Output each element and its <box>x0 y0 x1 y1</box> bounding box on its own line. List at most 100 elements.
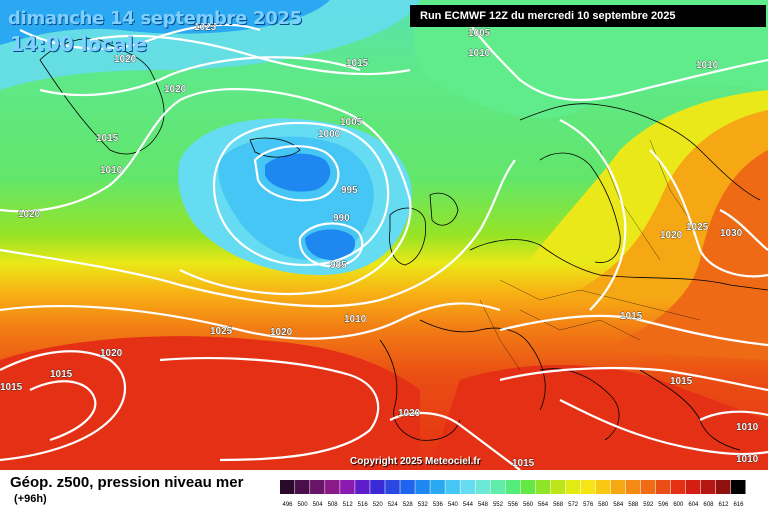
scale-swatch <box>655 480 671 494</box>
isobar-label: 1005 <box>468 28 491 39</box>
scale-swatch <box>715 480 731 494</box>
isobar-label: 1015 <box>670 376 693 387</box>
scale-tick-label: 596 <box>658 502 669 508</box>
scale-tick-label: 600 <box>673 502 684 508</box>
scale-tick-label: 520 <box>373 502 384 508</box>
scale-tick-label: 528 <box>403 502 414 508</box>
scale-swatch <box>415 480 430 494</box>
low-pressure-core-1 <box>265 153 331 192</box>
isobar-label: 1025 <box>210 326 233 337</box>
isobar-label: 1030 <box>720 228 743 239</box>
scale-tick-label: 548 <box>478 502 489 508</box>
scale-tick-label: 540 <box>448 502 459 508</box>
scale-swatch <box>295 480 310 494</box>
scale-tick-label: 524 <box>388 502 399 508</box>
scale-tick-label: 532 <box>418 502 429 508</box>
isobar-label: 1020 <box>114 54 137 65</box>
east-darkorange-field <box>600 150 768 360</box>
scale-tick-label: 608 <box>703 502 714 508</box>
isobar-label: 1010 <box>100 165 123 176</box>
scale-swatch <box>610 480 626 494</box>
isobar-label: 1015 <box>346 58 369 69</box>
isobar-label: 1010 <box>696 60 719 71</box>
scale-swatch <box>535 480 551 494</box>
scale-swatch <box>310 480 325 494</box>
scale-tick-label: 500 <box>298 502 309 508</box>
isobar-label: 1010 <box>468 48 491 59</box>
scale-swatch <box>625 480 641 494</box>
scale-swatch <box>445 480 460 494</box>
weather-map: 1020 1015 1025 1005 1010 1010 1020 1015 … <box>0 0 768 470</box>
color-scale: 496 500 504 508 512 516 520 524 528 532 536 540 544 5… <box>280 480 746 508</box>
scale-tick-label: 580 <box>598 502 609 508</box>
isobar-label: 1010 <box>736 422 759 433</box>
scale-swatch <box>685 480 701 494</box>
isobar-label: 995 <box>341 185 358 196</box>
isobar-label: 1015 <box>512 458 535 469</box>
isobar-labels: 1020 1015 1025 1005 1010 1010 1020 1015 … <box>0 22 759 470</box>
model-run-label: Run ECMWF 12Z du mercredi 10 septembre 2… <box>410 5 766 27</box>
isobar-label: 1020 <box>660 230 683 241</box>
isobar-label: 1015 <box>96 133 119 144</box>
scale-tick-label: 612 <box>718 502 729 508</box>
scale-swatch <box>385 480 400 494</box>
scale-swatch <box>490 480 505 494</box>
scale-swatch <box>475 480 490 494</box>
scale-swatch <box>640 480 656 494</box>
scale-tick-label: 556 <box>508 502 519 508</box>
isobar-label: 1020 <box>100 348 123 359</box>
isobar-label: 990 <box>333 213 350 224</box>
scale-tick-label: 512 <box>343 502 354 508</box>
isobar-label: 1010 <box>736 454 759 465</box>
scale-tick-label: 568 <box>553 502 564 508</box>
isobar-label: 1015 <box>620 311 643 322</box>
scale-swatch <box>520 480 536 494</box>
scale-swatch <box>340 480 355 494</box>
isobar-label: 1025 <box>686 222 709 233</box>
scale-tick-label: 544 <box>463 502 474 508</box>
scale-swatch <box>430 480 445 494</box>
isobar-label: 1020 <box>164 84 187 95</box>
isobar-label: 1015 <box>50 369 73 380</box>
isobar-label: 1020 <box>398 408 421 419</box>
scale-tick-label: 564 <box>538 502 549 508</box>
scale-swatch <box>565 480 581 494</box>
scale-tick-label: 576 <box>583 502 594 508</box>
scale-tick-label: 604 <box>688 502 699 508</box>
forecast-date: dimanche 14 septembre 2025 <box>8 8 302 29</box>
low-pressure-core-2 <box>305 229 356 261</box>
scale-tick-label: 516 <box>358 502 369 508</box>
isobar-label: 1015 <box>0 382 23 393</box>
scale-swatch <box>700 480 716 494</box>
scale-swatch <box>325 480 340 494</box>
forecast-time: 14:00 locale <box>10 32 147 56</box>
scale-swatch <box>505 480 521 494</box>
scale-swatch <box>580 480 596 494</box>
scale-swatch <box>280 480 295 494</box>
scale-tick-label: 552 <box>493 502 504 508</box>
south-red-field <box>0 336 420 470</box>
scale-swatch <box>355 480 370 494</box>
scale-tick-label: 592 <box>643 502 654 508</box>
scale-swatch <box>730 480 746 494</box>
scale-tick-label: 508 <box>328 502 339 508</box>
scale-tick-label: 588 <box>628 502 639 508</box>
isobar-label: 1020 <box>270 327 293 338</box>
scale-tick-label: 584 <box>613 502 624 508</box>
isobar-label: 1020 <box>18 209 41 220</box>
scale-swatch <box>670 480 686 494</box>
copyright-text: Copyright 2025 Meteociel.fr <box>350 456 481 467</box>
isobar-label: 1010 <box>344 314 367 325</box>
legend-title: Géop. z500, pression niveau mer <box>10 474 244 491</box>
scale-tick-label: 616 <box>733 502 744 508</box>
scale-tick-label: 536 <box>433 502 444 508</box>
isobar-label: 1000 <box>318 129 341 140</box>
north-blue-field <box>0 0 330 45</box>
isobar-label: 1005 <box>340 117 363 128</box>
scale-tick-label: 496 <box>283 502 294 508</box>
scale-swatch <box>595 480 611 494</box>
scale-swatch <box>400 480 415 494</box>
east-green-field <box>413 0 768 119</box>
southeast-red-field <box>430 365 768 470</box>
